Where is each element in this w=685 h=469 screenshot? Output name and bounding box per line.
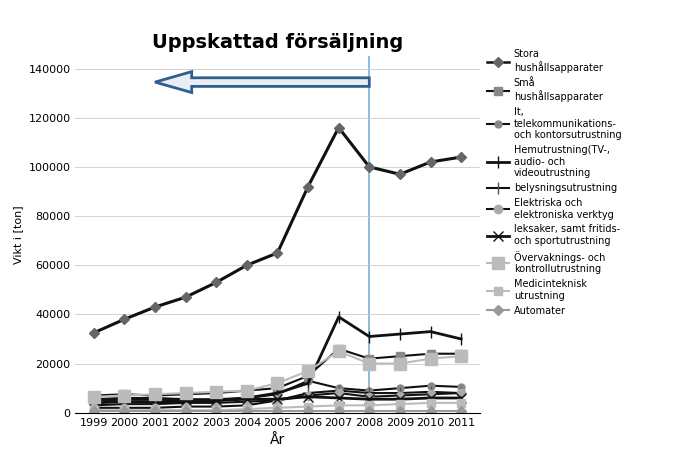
X-axis label: År: År bbox=[270, 433, 285, 447]
Legend: Stora
hushållsapparater, Små
hushållsapparater, It,
telekommunikations-
och kont: Stora hushållsapparater, Små hushållsapp… bbox=[484, 45, 625, 319]
Y-axis label: Vikt i [ton]: Vikt i [ton] bbox=[13, 205, 23, 264]
FancyArrow shape bbox=[155, 72, 369, 92]
Title: Uppskattad försäljning: Uppskattad försäljning bbox=[152, 33, 403, 52]
